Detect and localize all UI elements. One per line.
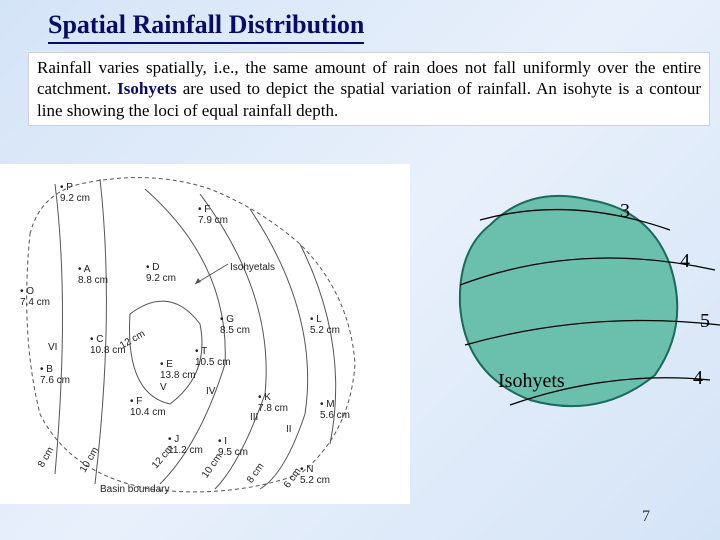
station-E: • E13.8 cm (160, 359, 196, 381)
station-P: • P9.2 cm (60, 182, 90, 204)
station-F2: • F10.4 cm (130, 396, 166, 418)
station-N: • N5.2 cm (300, 464, 330, 486)
station-M: • M5.6 cm (320, 399, 350, 421)
description-paragraph: Rainfall varies spatially, i.e., the sam… (28, 52, 710, 126)
station-A: • A8.8 cm (78, 264, 108, 286)
contour-value-4a: 4 (680, 250, 690, 273)
isohyetal-map-figure: • P9.2 cm • F7.9 cm • A8.8 cm • D9.2 cm • O7… (0, 164, 410, 504)
page-title: Spatial Rainfall Distribution (48, 10, 364, 44)
contour-value-4b: 4 (693, 367, 703, 390)
station-K: • K7.8 cm (258, 392, 288, 414)
station-L: • L5.2 cm (310, 314, 340, 336)
region-VI: VI (48, 342, 57, 353)
page-number: 7 (642, 508, 650, 526)
region-II: II (286, 424, 292, 435)
station-T: • T10.5 cm (195, 346, 231, 368)
station-D: • D9.2 cm (146, 262, 176, 284)
annotation: Isohyetals (230, 262, 275, 273)
station-B: • B7.6 cm (40, 364, 70, 386)
isohyet-schematic-figure (420, 175, 720, 435)
contour-value-5: 5 (700, 310, 710, 333)
station-I: • I9.5 cm (218, 436, 248, 458)
para-keyword: Isohyets (117, 79, 177, 98)
station-F: • F7.9 cm (198, 204, 228, 226)
annotation: Basin boundary (100, 484, 170, 495)
contour-value-3: 3 (620, 200, 630, 223)
station-G: • G8.5 cm (220, 314, 250, 336)
region-V: V (160, 382, 167, 393)
region-III: III (250, 412, 258, 423)
region-IV: IV (206, 386, 215, 397)
station-O: • O7.4 cm (20, 286, 50, 308)
isohyets-label: Isohyets (498, 370, 565, 393)
